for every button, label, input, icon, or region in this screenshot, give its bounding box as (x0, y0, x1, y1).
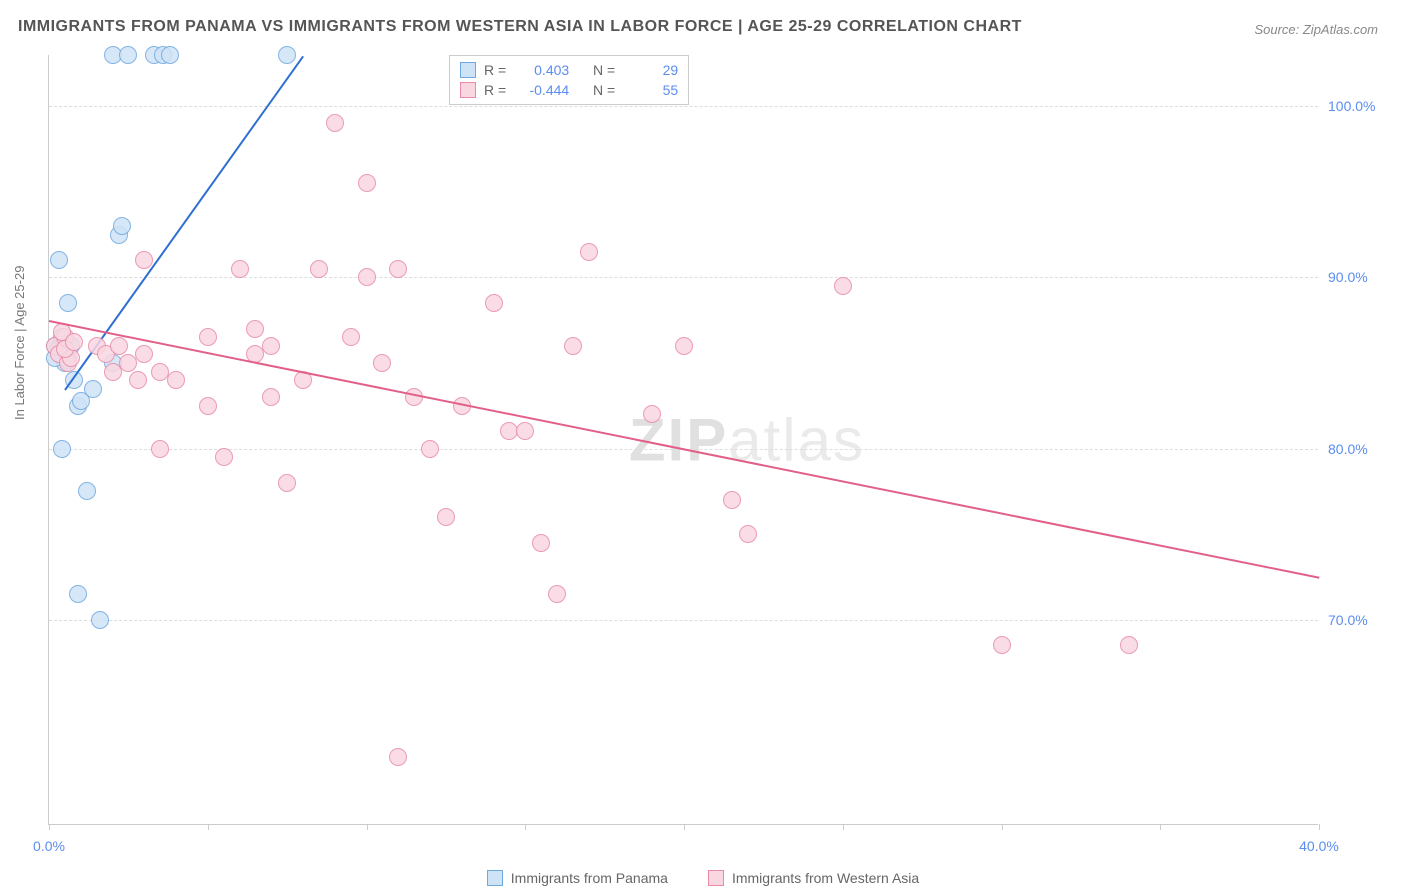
data-point-panama (119, 46, 137, 64)
source-attribution: Source: ZipAtlas.com (1254, 22, 1378, 37)
data-point-panama (69, 585, 87, 603)
x-tick (1160, 824, 1161, 830)
data-point-western_asia (993, 636, 1011, 654)
gridline (49, 106, 1318, 107)
y-tick-label: 90.0% (1328, 269, 1388, 285)
data-point-western_asia (564, 337, 582, 355)
x-tick (525, 824, 526, 830)
data-point-western_asia (723, 491, 741, 509)
data-point-western_asia (215, 448, 233, 466)
data-point-western_asia (129, 371, 147, 389)
chart-title: IMMIGRANTS FROM PANAMA VS IMMIGRANTS FRO… (18, 18, 1022, 36)
data-point-western_asia (516, 422, 534, 440)
data-point-western_asia (358, 174, 376, 192)
data-point-western_asia (135, 345, 153, 363)
watermark: ZIPatlas (629, 405, 865, 474)
data-point-western_asia (739, 525, 757, 543)
swatch-panama (460, 62, 476, 78)
correlation-stats-box: R = 0.403 N = 29 R = -0.444 N = 55 (449, 55, 689, 105)
legend-item-panama: Immigrants from Panama (487, 870, 668, 886)
data-point-western_asia (643, 405, 661, 423)
x-tick (49, 824, 50, 830)
x-tick (684, 824, 685, 830)
r-value: 0.403 (514, 62, 569, 78)
data-point-panama (59, 294, 77, 312)
data-point-western_asia (358, 268, 376, 286)
data-point-western_asia (834, 277, 852, 295)
n-value: 55 (623, 82, 678, 98)
data-point-western_asia (262, 388, 280, 406)
data-point-western_asia (231, 260, 249, 278)
legend-item-western_asia: Immigrants from Western Asia (708, 870, 919, 886)
data-point-western_asia (246, 320, 264, 338)
legend-label: Immigrants from Western Asia (732, 870, 919, 886)
n-value: 29 (623, 62, 678, 78)
data-point-western_asia (199, 397, 217, 415)
data-point-panama (91, 611, 109, 629)
legend-swatch-panama (487, 870, 503, 886)
legend-swatch-western_asia (708, 870, 724, 886)
legend: Immigrants from Panama Immigrants from We… (0, 870, 1406, 886)
x-tick-label: 40.0% (1299, 838, 1339, 854)
data-point-panama (278, 46, 296, 64)
data-point-western_asia (310, 260, 328, 278)
data-point-panama (161, 46, 179, 64)
data-point-panama (53, 440, 71, 458)
data-point-western_asia (675, 337, 693, 355)
legend-label: Immigrants from Panama (511, 870, 668, 886)
y-tick-label: 100.0% (1328, 98, 1388, 114)
data-point-panama (50, 251, 68, 269)
trend-line-western_asia (49, 320, 1319, 579)
scatter-plot-area: ZIPatlas R =0.403 N =29R =-0.444 N =55 7… (48, 55, 1318, 825)
data-point-western_asia (437, 508, 455, 526)
data-point-panama (78, 482, 96, 500)
data-point-western_asia (110, 337, 128, 355)
x-tick (208, 824, 209, 830)
data-point-western_asia (580, 243, 598, 261)
x-tick (843, 824, 844, 830)
data-point-panama (113, 217, 131, 235)
n-label: N = (593, 82, 615, 98)
n-label: N = (593, 62, 615, 78)
data-point-western_asia (135, 251, 153, 269)
data-point-western_asia (326, 114, 344, 132)
data-point-western_asia (262, 337, 280, 355)
stats-row-western_asia: R = -0.444 N = 55 (460, 80, 678, 100)
y-tick-label: 80.0% (1328, 441, 1388, 457)
data-point-western_asia (278, 474, 296, 492)
r-label: R = (484, 62, 506, 78)
data-point-western_asia (151, 440, 169, 458)
data-point-western_asia (389, 260, 407, 278)
y-tick-label: 70.0% (1328, 612, 1388, 628)
gridline (49, 620, 1318, 621)
stats-row-panama: R = 0.403 N = 29 (460, 60, 678, 80)
swatch-western_asia (460, 82, 476, 98)
data-point-western_asia (1120, 636, 1138, 654)
data-point-western_asia (548, 585, 566, 603)
data-point-western_asia (167, 371, 185, 389)
x-tick (367, 824, 368, 830)
data-point-western_asia (421, 440, 439, 458)
r-label: R = (484, 82, 506, 98)
data-point-western_asia (485, 294, 503, 312)
data-point-panama (84, 380, 102, 398)
y-axis-label: In Labor Force | Age 25-29 (12, 266, 27, 420)
x-tick-label: 0.0% (33, 838, 65, 854)
x-tick (1319, 824, 1320, 830)
data-point-western_asia (373, 354, 391, 372)
data-point-western_asia (342, 328, 360, 346)
data-point-western_asia (199, 328, 217, 346)
data-point-western_asia (532, 534, 550, 552)
data-point-western_asia (65, 333, 83, 351)
data-point-western_asia (389, 748, 407, 766)
r-value: -0.444 (514, 82, 569, 98)
x-tick (1002, 824, 1003, 830)
